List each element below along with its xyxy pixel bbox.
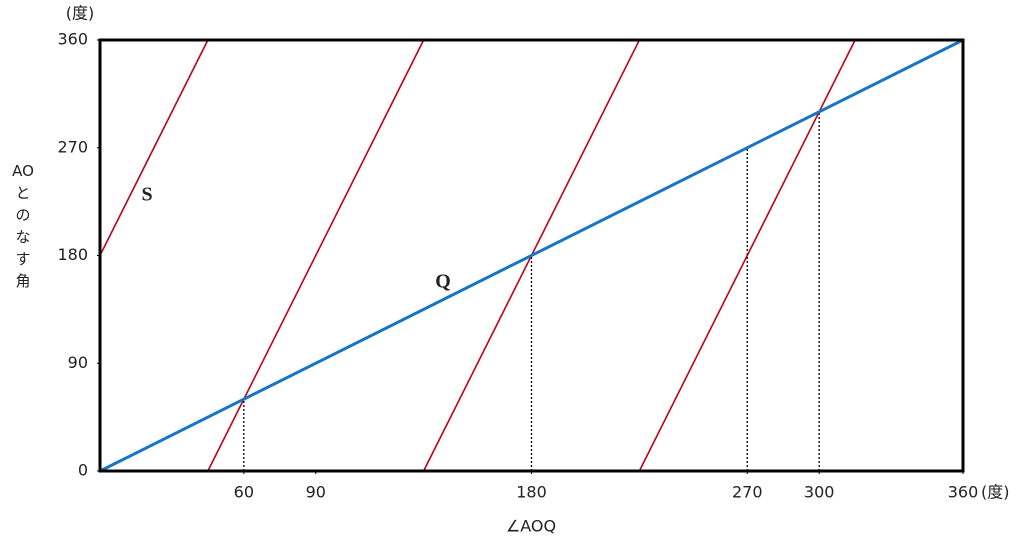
x-tick-label: 60 <box>234 483 254 502</box>
y-tick-label: 0 <box>78 461 88 480</box>
x-tick-label: 270 <box>732 483 763 502</box>
plot-frame <box>98 38 965 473</box>
x-tick-label: 180 <box>516 483 547 502</box>
x-axis-label: ∠AOQ <box>506 517 556 536</box>
series-line <box>99 39 856 472</box>
series-label: Q <box>435 271 451 293</box>
y-tick-label: 270 <box>57 137 88 156</box>
y-tick-label: 360 <box>57 30 88 49</box>
x-tick-label: 360 <box>948 483 979 502</box>
y-unit: (度) <box>66 4 95 23</box>
y-tick-label: 90 <box>68 353 88 372</box>
x-unit: (度) <box>981 483 1010 502</box>
series-line <box>99 38 964 473</box>
x-tick-label: 300 <box>804 483 835 502</box>
series-label: S <box>141 184 152 206</box>
x-tick-label: 90 <box>306 483 326 502</box>
y-tick-label: 180 <box>57 245 88 264</box>
y-axis-label: AOとのなす角 <box>12 162 34 290</box>
